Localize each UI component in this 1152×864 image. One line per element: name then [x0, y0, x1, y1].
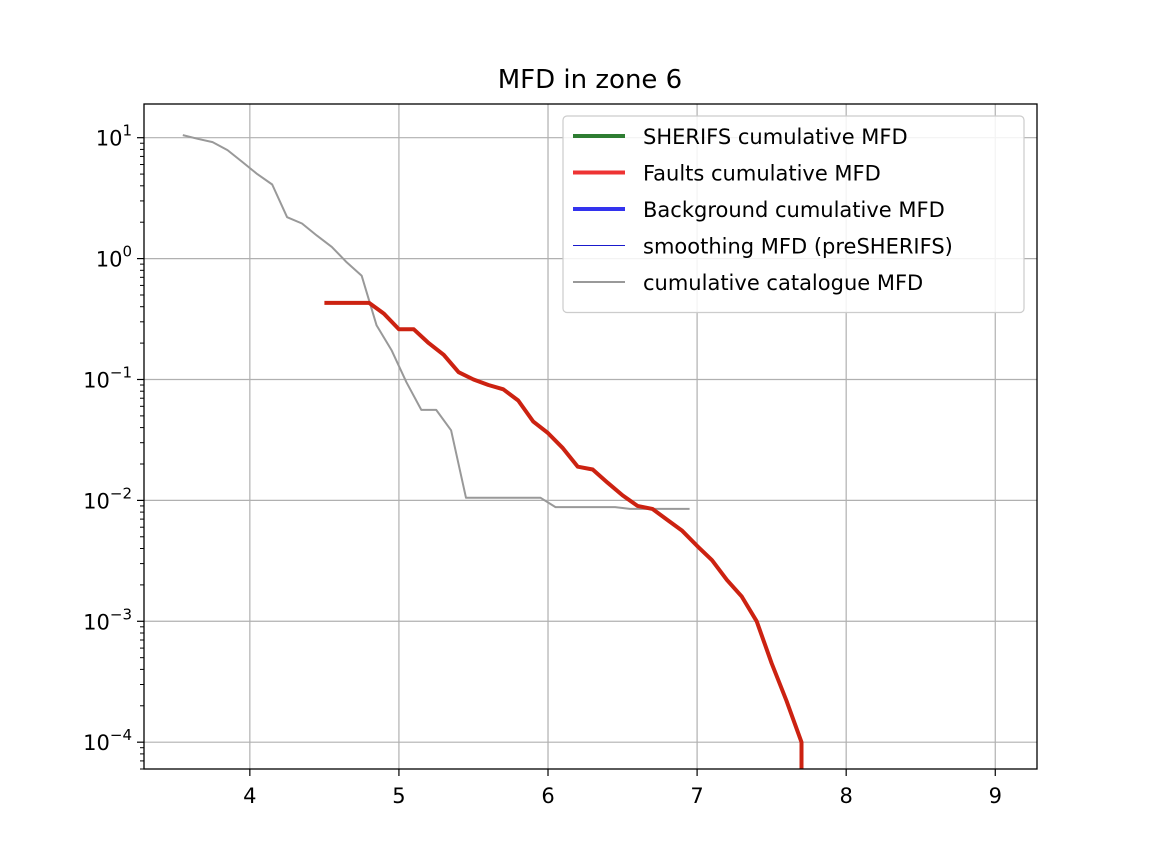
plot-area-frame	[143, 103, 1038, 770]
y-tick-label: 101	[96, 122, 132, 151]
y-tick-label: 10−1	[83, 363, 132, 392]
legend-label: smoothing MFD (preSHERIFS)	[643, 235, 953, 259]
x-tick-label: 9	[989, 784, 1002, 808]
legend-label: cumulative catalogue MFD	[643, 271, 923, 295]
legend-box	[562, 115, 1025, 314]
y-tick-label: 10−3	[83, 605, 132, 634]
legend-label: Faults cumulative MFD	[643, 162, 881, 186]
x-tick-label: 6	[541, 784, 554, 808]
x-tick-label: 4	[243, 784, 256, 808]
axis-ticks: 4 5 6 7 8 9 101 100 10−1 10−2 10−3 10−4	[83, 122, 1002, 808]
y-tick-label: 10−4	[83, 726, 132, 755]
series-layer	[182, 134, 804, 769]
legend-label: SHERIFS cumulative MFD	[643, 125, 908, 149]
chart-title: MFD in zone 6	[498, 65, 682, 95]
series-line-catalogue	[182, 134, 690, 510]
series-line-faults-total	[324, 300, 804, 769]
grid-layer	[144, 104, 1037, 769]
x-tick-label: 8	[839, 784, 852, 808]
x-tick-label: 5	[392, 784, 405, 808]
legend: SHERIFS cumulative MFD Faults cumulative …	[562, 115, 1025, 314]
y-tick-label: 10−2	[83, 484, 132, 513]
x-tick-label: 7	[690, 784, 703, 808]
legend-label: Background cumulative MFD	[643, 198, 945, 222]
y-tick-label: 100	[96, 243, 132, 272]
